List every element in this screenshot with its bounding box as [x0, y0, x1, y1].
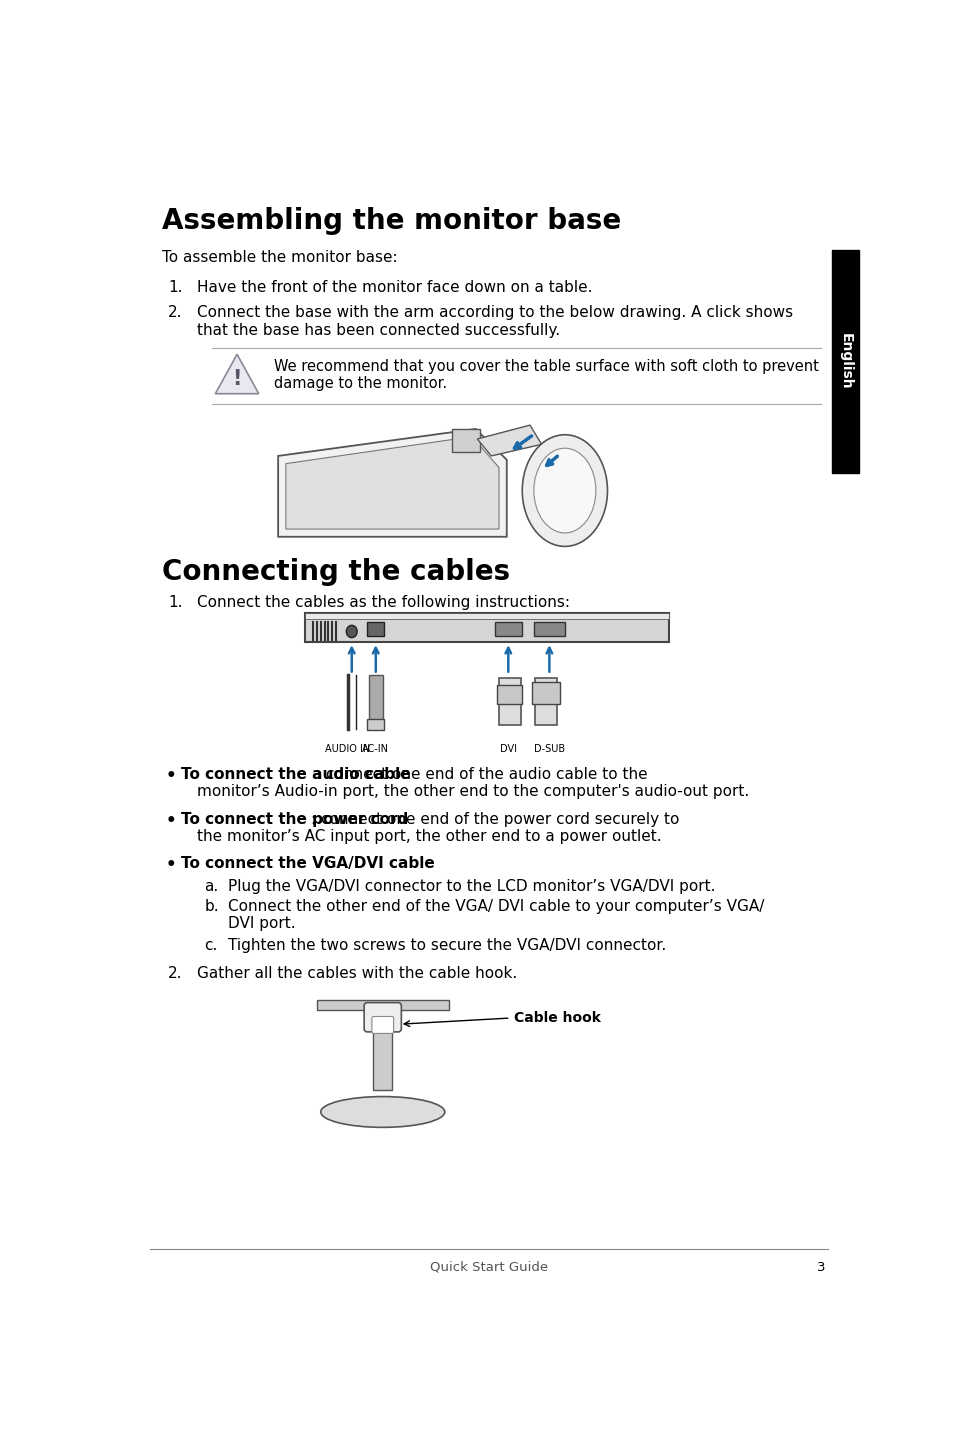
Text: 2.: 2. [168, 305, 182, 321]
Ellipse shape [346, 626, 356, 637]
Bar [535, 679, 557, 725]
Ellipse shape [521, 434, 607, 546]
Polygon shape [286, 437, 498, 529]
Bar [534, 623, 564, 636]
Text: : connect one end of the power cord securely to: : connect one end of the power cord secu… [311, 811, 679, 827]
Text: Connect the cables as the following instructions:: Connect the cables as the following inst… [196, 594, 569, 610]
Text: c.: c. [204, 938, 217, 953]
Text: To connect the VGA/DVI cable: To connect the VGA/DVI cable [181, 856, 435, 871]
Text: b.: b. [204, 899, 219, 915]
FancyBboxPatch shape [364, 1002, 401, 1032]
Text: DVI: DVI [499, 743, 517, 754]
Text: D-SUB: D-SUB [534, 743, 564, 754]
Text: English: English [838, 334, 852, 390]
Bar [367, 719, 384, 731]
Bar [831, 250, 858, 473]
Text: Gather all the cables with the cable hook.: Gather all the cables with the cable hoo… [196, 966, 517, 981]
Text: Connect the base with the arm according to the below drawing. A click shows: Connect the base with the arm according … [196, 305, 792, 321]
Text: the monitor’s AC input port, the other end to a power outlet.: the monitor’s AC input port, the other e… [196, 828, 660, 844]
Text: Tighten the two screws to secure the VGA/DVI connector.: Tighten the two screws to secure the VGA… [228, 938, 665, 953]
Polygon shape [476, 426, 541, 456]
Text: •: • [166, 766, 176, 785]
Text: Assembling the monitor base: Assembling the monitor base [162, 207, 620, 236]
Bar [305, 613, 669, 620]
FancyBboxPatch shape [372, 1017, 394, 1034]
Text: AC-IN: AC-IN [362, 743, 389, 754]
Polygon shape [215, 354, 258, 394]
Text: !: ! [233, 370, 241, 388]
Polygon shape [278, 429, 506, 536]
Text: a.: a. [204, 880, 218, 894]
Text: •: • [166, 811, 176, 830]
Text: To connect the audio cable: To connect the audio cable [181, 766, 411, 782]
Text: DVI port.: DVI port. [228, 916, 295, 932]
Bar [532, 682, 559, 703]
Text: 1.: 1. [168, 280, 182, 295]
Ellipse shape [534, 449, 596, 533]
Text: AUDIO IN: AUDIO IN [325, 743, 370, 754]
Text: Quick Start Guide: Quick Start Guide [430, 1261, 547, 1274]
Bar [452, 429, 479, 452]
Text: 3: 3 [816, 1261, 824, 1274]
Text: To assemble the monitor base:: To assemble the monitor base: [162, 250, 397, 265]
Text: •: • [166, 856, 176, 874]
Text: Have the front of the monitor face down on a table.: Have the front of the monitor face down … [196, 280, 592, 295]
Bar [316, 999, 448, 1011]
Ellipse shape [320, 1097, 444, 1127]
Text: Cable hook: Cable hook [514, 1011, 600, 1025]
Text: Connecting the cables: Connecting the cables [162, 558, 510, 585]
Bar [497, 684, 521, 703]
Text: damage to the monitor.: damage to the monitor. [274, 375, 447, 391]
Bar [305, 613, 669, 643]
Text: Connect the other end of the VGA/ DVI cable to your computer’s VGA/: Connect the other end of the VGA/ DVI ca… [228, 899, 763, 915]
Text: :: : [326, 856, 332, 871]
Text: To connect the power cord: To connect the power cord [181, 811, 408, 827]
Text: 1.: 1. [168, 594, 182, 610]
Text: 2.: 2. [168, 966, 182, 981]
Text: monitor’s Audio-in port, the other end to the computer's audio-out port.: monitor’s Audio-in port, the other end t… [196, 784, 748, 800]
Text: that the base has been connected successfully.: that the base has been connected success… [196, 324, 559, 338]
Text: We recommend that you cover the table surface with soft cloth to prevent: We recommend that you cover the table su… [274, 360, 819, 374]
Text: Plug the VGA/DVI connector to the LCD monitor’s VGA/DVI port.: Plug the VGA/DVI connector to the LCD mo… [228, 880, 715, 894]
Bar [498, 679, 520, 725]
Bar [495, 623, 521, 636]
Bar [373, 1021, 392, 1090]
Bar [369, 674, 382, 729]
Bar [367, 623, 384, 636]
Text: : connect one end of the audio cable to the: : connect one end of the audio cable to … [316, 766, 647, 782]
